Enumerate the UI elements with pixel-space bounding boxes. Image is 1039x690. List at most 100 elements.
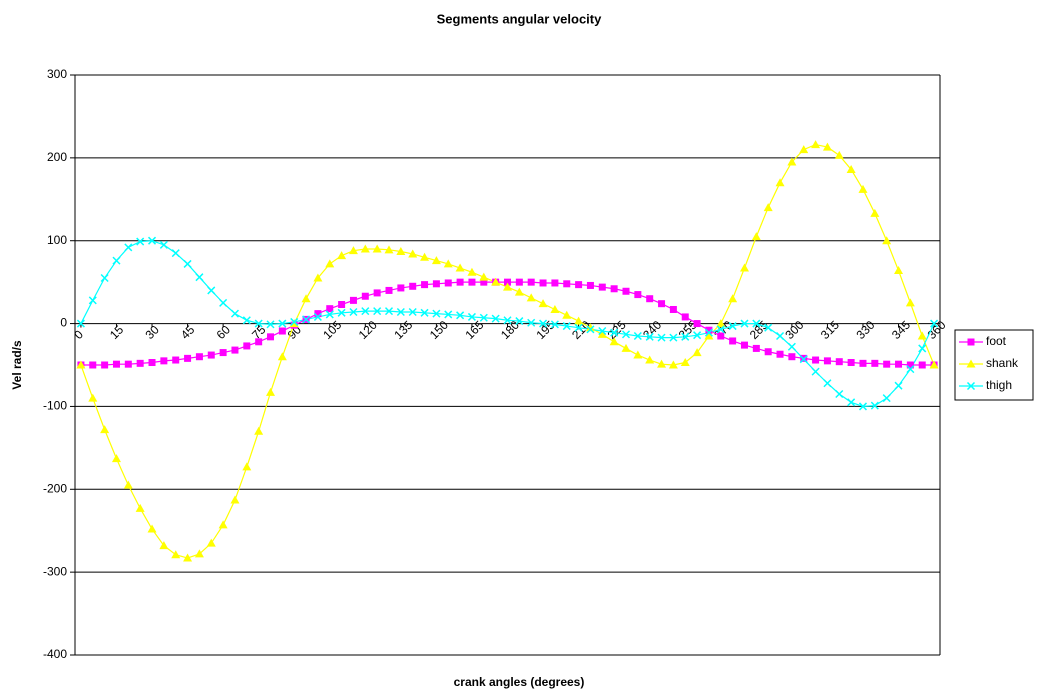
marker <box>811 367 820 376</box>
marker <box>906 361 914 369</box>
marker <box>503 316 512 325</box>
x-tick-label: 45 <box>178 322 198 342</box>
marker <box>432 280 440 288</box>
marker <box>313 312 322 321</box>
marker <box>823 379 832 388</box>
marker <box>787 157 797 166</box>
marker <box>255 338 263 346</box>
y-tick-label: -400 <box>43 647 67 661</box>
x-tick-label: 165 <box>462 318 486 342</box>
marker <box>669 305 677 313</box>
marker <box>894 381 903 390</box>
marker <box>432 309 441 318</box>
marker <box>278 327 286 335</box>
marker <box>586 281 594 289</box>
marker <box>752 344 760 352</box>
marker <box>76 360 86 369</box>
marker <box>171 249 180 258</box>
marker <box>219 349 227 357</box>
marker <box>230 309 239 318</box>
marker <box>266 387 276 396</box>
marker <box>89 361 97 369</box>
marker <box>302 315 311 324</box>
marker <box>112 360 120 368</box>
marker <box>266 320 275 329</box>
marker <box>621 343 631 352</box>
marker <box>751 232 761 241</box>
marker <box>267 333 275 341</box>
marker <box>905 298 915 307</box>
marker <box>456 311 465 320</box>
marker <box>443 259 453 268</box>
marker <box>870 208 880 217</box>
marker <box>515 278 523 286</box>
marker <box>680 358 690 367</box>
marker <box>480 278 488 286</box>
marker <box>124 243 133 252</box>
marker <box>338 301 346 309</box>
marker <box>906 365 915 374</box>
marker <box>396 246 406 255</box>
marker <box>835 389 844 399</box>
marker <box>514 287 524 296</box>
marker <box>669 333 678 342</box>
marker <box>159 240 168 249</box>
marker <box>598 326 607 336</box>
marker <box>574 323 583 332</box>
marker <box>325 310 334 319</box>
marker <box>728 294 738 303</box>
marker <box>597 329 607 338</box>
marker <box>527 318 536 327</box>
marker <box>918 344 927 353</box>
marker <box>136 237 145 246</box>
marker <box>705 326 713 334</box>
marker <box>444 279 452 287</box>
marker <box>147 236 157 245</box>
marker <box>385 286 393 294</box>
marker <box>787 342 796 351</box>
marker <box>100 425 110 434</box>
marker <box>313 273 323 282</box>
marker <box>658 300 666 308</box>
marker <box>729 337 737 345</box>
x-tick-label: 120 <box>356 318 380 342</box>
marker <box>764 323 773 332</box>
marker <box>326 305 334 313</box>
marker <box>325 259 335 268</box>
marker <box>799 355 808 364</box>
marker <box>123 480 133 489</box>
series-line <box>80 143 935 559</box>
y-tick-label: 300 <box>47 67 67 81</box>
legend-label: foot <box>986 334 1007 348</box>
marker <box>503 282 512 291</box>
marker <box>254 319 263 328</box>
marker <box>183 553 193 562</box>
marker <box>183 259 192 268</box>
marker <box>467 312 476 321</box>
marker <box>301 294 311 303</box>
marker <box>171 550 181 559</box>
marker <box>515 317 524 326</box>
y-tick-label: 200 <box>47 150 67 164</box>
marker <box>574 316 584 325</box>
marker <box>740 319 749 328</box>
marker <box>966 381 976 391</box>
marker <box>420 308 429 317</box>
marker <box>348 246 358 255</box>
marker <box>645 355 655 364</box>
marker <box>692 348 702 357</box>
marker <box>184 354 192 362</box>
marker <box>645 332 654 341</box>
marker <box>100 273 109 283</box>
marker <box>539 319 548 328</box>
marker <box>467 267 477 276</box>
marker <box>468 278 476 286</box>
marker <box>610 328 619 337</box>
marker <box>822 142 832 151</box>
marker <box>159 541 169 550</box>
marker <box>290 317 299 326</box>
x-tick-label: 105 <box>320 318 344 342</box>
x-axis-title: crank angles (degrees) <box>454 675 585 689</box>
marker <box>550 304 560 313</box>
marker <box>883 360 891 368</box>
